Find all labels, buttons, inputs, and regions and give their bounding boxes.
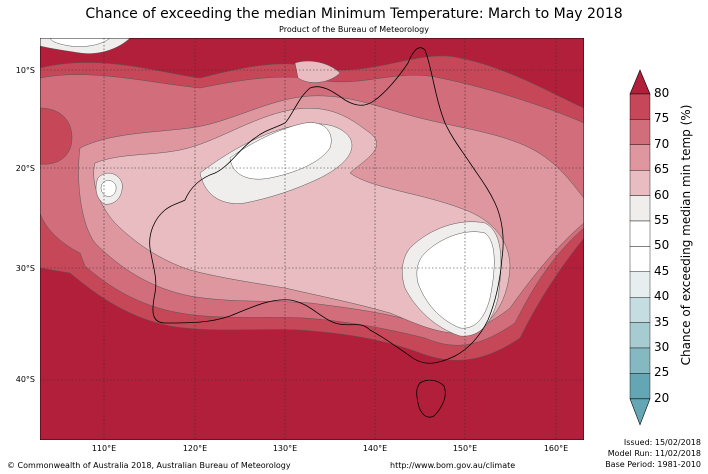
issued-date: Issued: 15/02/2018 bbox=[623, 438, 701, 447]
base-period: Base Period: 1981-2010 bbox=[605, 460, 701, 469]
colorbar bbox=[629, 69, 651, 426]
map-title: Chance of exceeding the median Minimum T… bbox=[85, 6, 623, 22]
colorbar-tick-label: 80 bbox=[654, 86, 670, 100]
colorbar-tick-label: 20 bbox=[654, 390, 670, 405]
colorbar-segment bbox=[629, 119, 651, 146]
region-50-central bbox=[229, 122, 332, 180]
region-75-west bbox=[40, 107, 73, 165]
lon-label: 150°E bbox=[452, 444, 478, 453]
colorbar-tick-label: 45 bbox=[654, 263, 670, 278]
colorbar-tick-label: 60 bbox=[654, 187, 670, 202]
colorbar-tick-label: 35 bbox=[654, 314, 670, 329]
model-run-date: Model Run: 11/02/2018 bbox=[607, 449, 701, 458]
colorbar-label: Chance of exceeding median min temp (%) bbox=[679, 104, 693, 366]
lat-label: 20°S bbox=[15, 164, 35, 173]
colorbar-tick-label: 50 bbox=[654, 238, 670, 253]
colorbar-segment bbox=[629, 169, 651, 196]
lat-label: 30°S bbox=[15, 264, 35, 273]
colorbar-segment bbox=[629, 347, 651, 374]
copyright-text: © Commonwealth of Australia 2018, Austra… bbox=[7, 461, 291, 470]
region-50-east bbox=[416, 231, 495, 329]
colorbar-tick-label: 55 bbox=[654, 213, 670, 227]
colorbar-extend-low bbox=[629, 398, 651, 426]
colorbar-segment bbox=[629, 271, 651, 298]
probability-map bbox=[40, 38, 584, 440]
lon-label: 160°E bbox=[543, 444, 569, 453]
lon-label: 130°E bbox=[272, 444, 298, 453]
lon-label: 140°E bbox=[362, 444, 388, 453]
colorbar-tick-label: 25 bbox=[654, 365, 670, 380]
colorbar-segment bbox=[629, 93, 651, 120]
colorbar-segment bbox=[629, 246, 651, 272]
colorbar-segment bbox=[629, 144, 651, 171]
colorbar-tick-label: 30 bbox=[654, 340, 670, 354]
colorbar-tick-label: 65 bbox=[654, 162, 670, 177]
region-60-north bbox=[294, 60, 341, 83]
issue-info: Issued: 15/02/2018 Model Run: 11/02/2018… bbox=[605, 437, 701, 470]
website-url: http://www.bom.gov.au/climate bbox=[390, 461, 516, 470]
lon-label: 120°E bbox=[182, 444, 208, 453]
lon-label: 110°E bbox=[91, 444, 117, 453]
lat-label: 40°S bbox=[15, 375, 35, 384]
colorbar-tick-label: 40 bbox=[654, 289, 670, 304]
map-subtitle: Product of the Bureau of Meteorology bbox=[279, 25, 429, 34]
colorbar-extend-high bbox=[629, 69, 651, 95]
tasmania-coastline bbox=[416, 379, 446, 418]
colorbar-segment bbox=[629, 322, 651, 349]
australia-coastline bbox=[149, 47, 504, 364]
colorbar-segments bbox=[629, 69, 651, 426]
colorbar-tick-label: 75 bbox=[654, 111, 670, 126]
colorbar-segment bbox=[629, 220, 651, 247]
colorbar-segment bbox=[629, 195, 651, 222]
colorbar-segment bbox=[629, 296, 651, 323]
colorbar-segment bbox=[629, 373, 651, 399]
lat-label: 10°S bbox=[15, 66, 35, 75]
colorbar-tick-label: 70 bbox=[654, 136, 670, 151]
